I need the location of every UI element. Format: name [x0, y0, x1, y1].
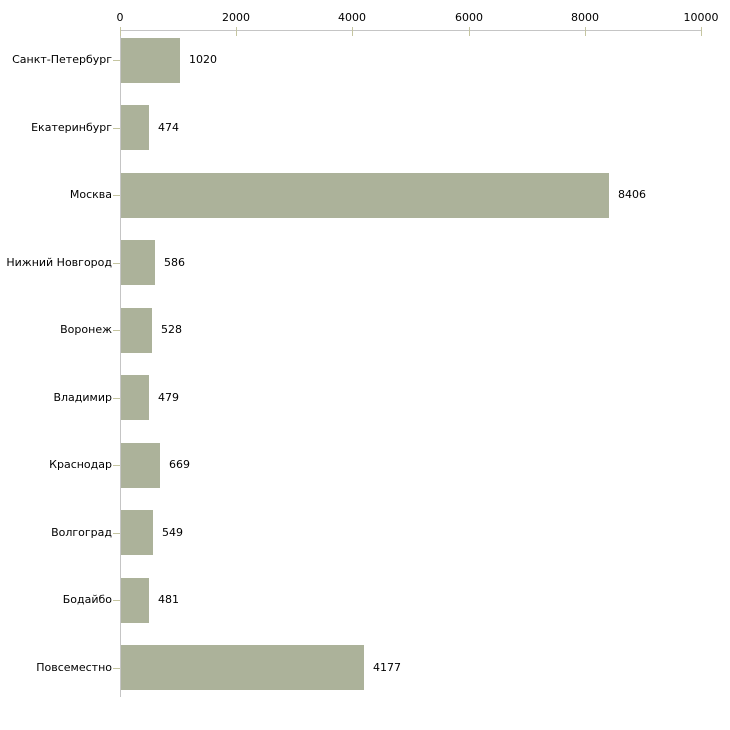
- category-label: Волгоград: [51, 526, 112, 539]
- x-tick: [701, 27, 702, 36]
- bar-value-label: 1020: [189, 53, 217, 66]
- bar-value-label: 528: [161, 323, 182, 336]
- category-tick: [113, 600, 120, 601]
- bar-value-label: 474: [158, 121, 179, 134]
- bar-value-label: 586: [164, 256, 185, 269]
- category-tick: [113, 195, 120, 196]
- category-tick: [113, 263, 120, 264]
- x-tick-label: 2000: [222, 11, 250, 24]
- category-tick: [113, 398, 120, 399]
- x-tick: [236, 27, 237, 36]
- category-tick: [113, 128, 120, 129]
- category-tick: [113, 533, 120, 534]
- x-tick-label: 6000: [455, 11, 483, 24]
- bar: [121, 37, 180, 83]
- bar: [121, 240, 155, 285]
- bar: [121, 577, 149, 623]
- x-axis-line: [120, 30, 702, 31]
- category-label: Повсеместно: [36, 661, 112, 674]
- category-label: Воронеж: [60, 323, 112, 336]
- y-axis-line: [120, 30, 121, 697]
- bar: [121, 307, 152, 353]
- bar: [121, 510, 153, 555]
- category-tick: [113, 330, 120, 331]
- x-tick-label: 10000: [683, 11, 719, 24]
- bar-value-label: 8406: [618, 188, 646, 201]
- bar: [121, 375, 149, 420]
- category-label: Санкт-Петербург: [12, 53, 112, 66]
- category-tick: [113, 668, 120, 669]
- bar: [121, 172, 609, 218]
- x-tick: [585, 27, 586, 36]
- bar: [121, 442, 160, 488]
- bar: [121, 105, 149, 150]
- category-label: Нижний Новгород: [6, 256, 112, 269]
- x-tick-label: 0: [116, 11, 124, 24]
- category-label: Краснодар: [49, 458, 112, 471]
- bar-value-label: 479: [158, 391, 179, 404]
- bar-value-label: 481: [158, 593, 179, 606]
- category-label: Бодайбо: [62, 593, 112, 606]
- x-tick: [469, 27, 470, 36]
- x-tick: [120, 27, 121, 36]
- bar-value-label: 669: [169, 458, 190, 471]
- x-tick-label: 8000: [571, 11, 599, 24]
- bar-value-label: 4177: [373, 661, 401, 674]
- category-label: Екатеринбург: [31, 121, 112, 134]
- x-tick: [352, 27, 353, 36]
- category-label: Москва: [69, 188, 112, 201]
- category-tick: [113, 60, 120, 61]
- bar: [121, 645, 364, 690]
- x-tick-label: 4000: [338, 11, 366, 24]
- bar-value-label: 549: [162, 526, 183, 539]
- category-tick: [113, 465, 120, 466]
- category-label: Владимир: [53, 391, 112, 404]
